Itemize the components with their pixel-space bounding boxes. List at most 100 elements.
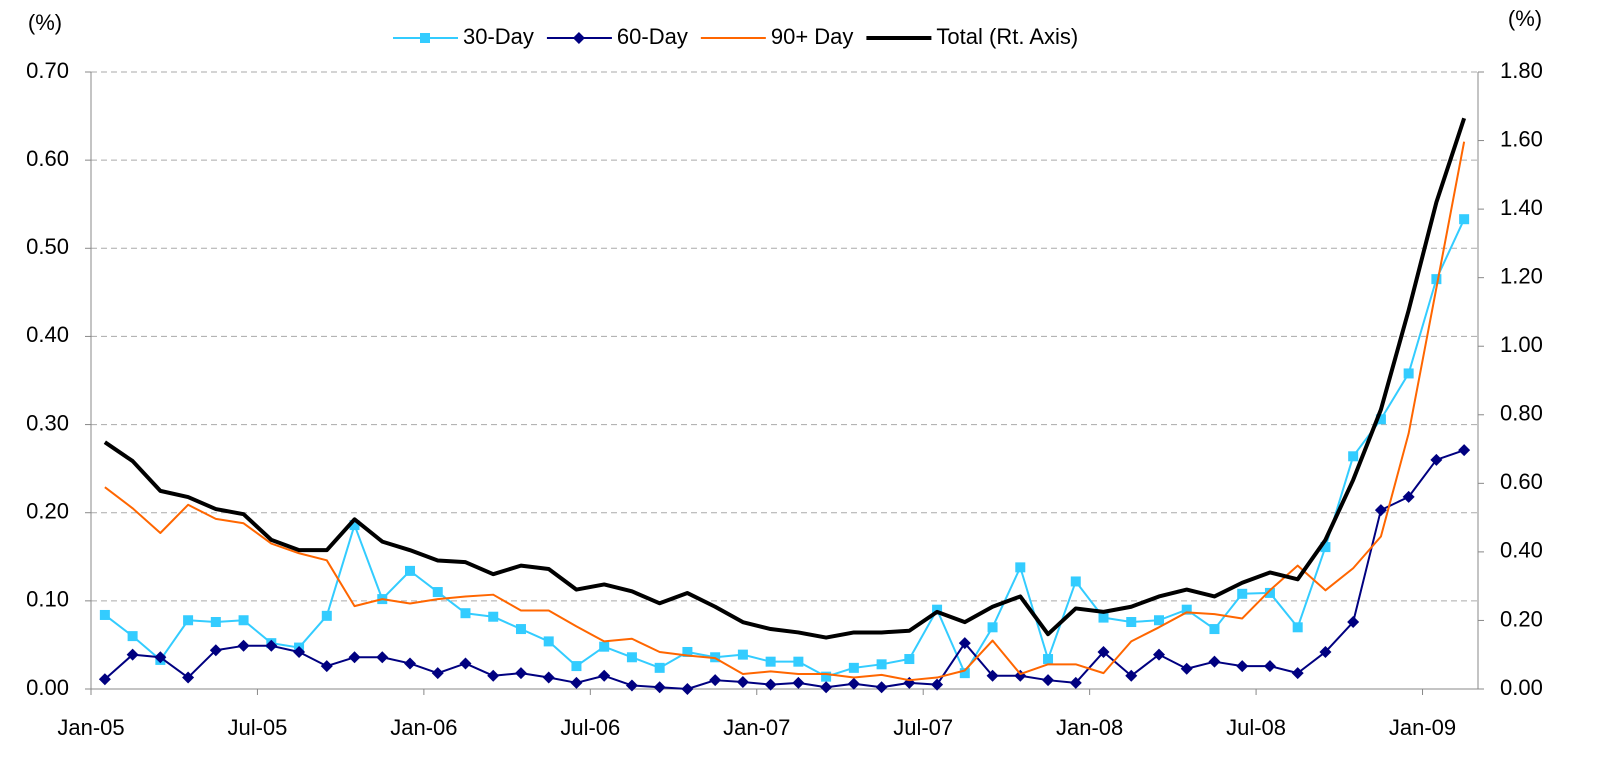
series-marker	[238, 615, 249, 626]
x-tick-label: Jul-08	[1226, 715, 1286, 740]
series-marker	[460, 608, 471, 619]
series-marker	[1263, 660, 1276, 673]
series-marker	[99, 609, 110, 620]
x-tick-label: Jan-05	[57, 715, 124, 740]
series-marker	[765, 656, 776, 667]
series-marker	[793, 656, 804, 667]
y2-tick-label: 0.40	[1500, 538, 1543, 563]
series-marker	[431, 667, 444, 680]
series-marker	[654, 662, 665, 673]
series-marker	[1015, 562, 1026, 573]
x-tick-label: Jan-06	[390, 715, 457, 740]
series-line	[104, 218, 1466, 678]
series-marker	[404, 657, 417, 670]
y-tick-label: 0.50	[26, 234, 69, 259]
series-marker	[432, 587, 443, 598]
series-marker	[736, 675, 749, 688]
series-marker	[1402, 490, 1415, 503]
series-marker	[599, 641, 610, 652]
y-tick-label: 0.20	[26, 499, 69, 524]
series-marker	[876, 659, 887, 670]
series-marker	[348, 651, 361, 664]
series-marker	[320, 660, 333, 673]
series-marker	[598, 669, 611, 682]
series-marker	[514, 667, 527, 680]
series-marker	[1348, 451, 1359, 462]
series-marker	[626, 652, 637, 663]
y2-tick-label: 0.60	[1500, 469, 1543, 494]
series-marker	[1320, 542, 1331, 553]
series-marker	[1042, 674, 1055, 687]
series-marker	[681, 683, 694, 695]
series-marker	[764, 678, 777, 691]
series-marker	[847, 677, 860, 690]
series-marker	[376, 651, 389, 664]
series-marker	[127, 631, 138, 642]
series-marker	[1070, 576, 1081, 587]
series-marker	[543, 636, 554, 647]
y2-tick-label: 1.20	[1500, 263, 1543, 288]
y2-tick-label: 1.40	[1500, 195, 1543, 220]
series-marker	[986, 669, 999, 682]
series-line	[104, 449, 1465, 690]
legend-marker	[572, 32, 585, 44]
series-marker	[1237, 588, 1248, 599]
x-tick-label: Jan-07	[723, 715, 790, 740]
x-tick-label: Jan-08	[1056, 715, 1123, 740]
series-marker	[1180, 662, 1193, 675]
series-marker	[875, 681, 888, 694]
series-marker	[792, 676, 805, 689]
legend-label: Total (Rt. Axis)	[936, 24, 1078, 49]
series-marker	[210, 617, 221, 628]
series-marker	[958, 637, 971, 650]
y-tick-label: 0.40	[26, 322, 69, 347]
series-marker	[459, 657, 472, 670]
series-marker	[821, 671, 832, 682]
series-marker	[653, 681, 666, 694]
series-marker	[820, 681, 833, 694]
series-marker	[571, 661, 582, 672]
series-line	[103, 117, 1467, 640]
series-marker	[932, 604, 943, 615]
series-marker	[1375, 414, 1386, 425]
series-marker	[987, 622, 998, 633]
series-marker	[1292, 622, 1303, 633]
y2-tick-label: 0.20	[1500, 606, 1543, 631]
legend-label: 60-Day	[617, 24, 688, 49]
y2-tick-label: 0.80	[1500, 401, 1543, 426]
series-marker	[931, 678, 944, 691]
series-marker	[737, 649, 748, 660]
series-marker	[1430, 453, 1443, 466]
series-marker	[1291, 667, 1304, 680]
series-marker	[1152, 648, 1165, 661]
series-marker	[1043, 654, 1054, 665]
x-tick-label: Jul-07	[893, 715, 953, 740]
series-marker	[1208, 655, 1221, 668]
y-tick-label: 0.60	[26, 146, 69, 171]
series-marker	[237, 639, 250, 652]
y2-tick-label: 1.00	[1500, 332, 1543, 357]
series-marker	[1181, 604, 1192, 615]
series-marker	[1126, 617, 1137, 628]
series-marker	[1403, 368, 1414, 379]
series-marker	[209, 644, 222, 657]
legend-marker	[420, 33, 430, 43]
y2-tick-label: 1.60	[1500, 126, 1543, 151]
y2-tick-label: 0.00	[1500, 675, 1543, 700]
legend-label: 90+ Day	[771, 24, 854, 49]
series-marker	[1069, 676, 1082, 689]
series-marker	[515, 624, 526, 635]
series-marker	[1458, 444, 1471, 457]
series-line	[104, 141, 1466, 682]
series-marker	[1319, 645, 1332, 658]
series-marker	[154, 651, 167, 664]
series-marker	[1459, 214, 1470, 225]
y-tick-label: 0.70	[26, 58, 69, 83]
series-marker	[682, 646, 693, 657]
series-marker	[488, 611, 499, 622]
x-tick-label: Jul-06	[560, 715, 620, 740]
series-marker	[1236, 660, 1249, 673]
series-marker	[570, 676, 583, 689]
y2-axis-label: (%)	[1508, 6, 1542, 31]
